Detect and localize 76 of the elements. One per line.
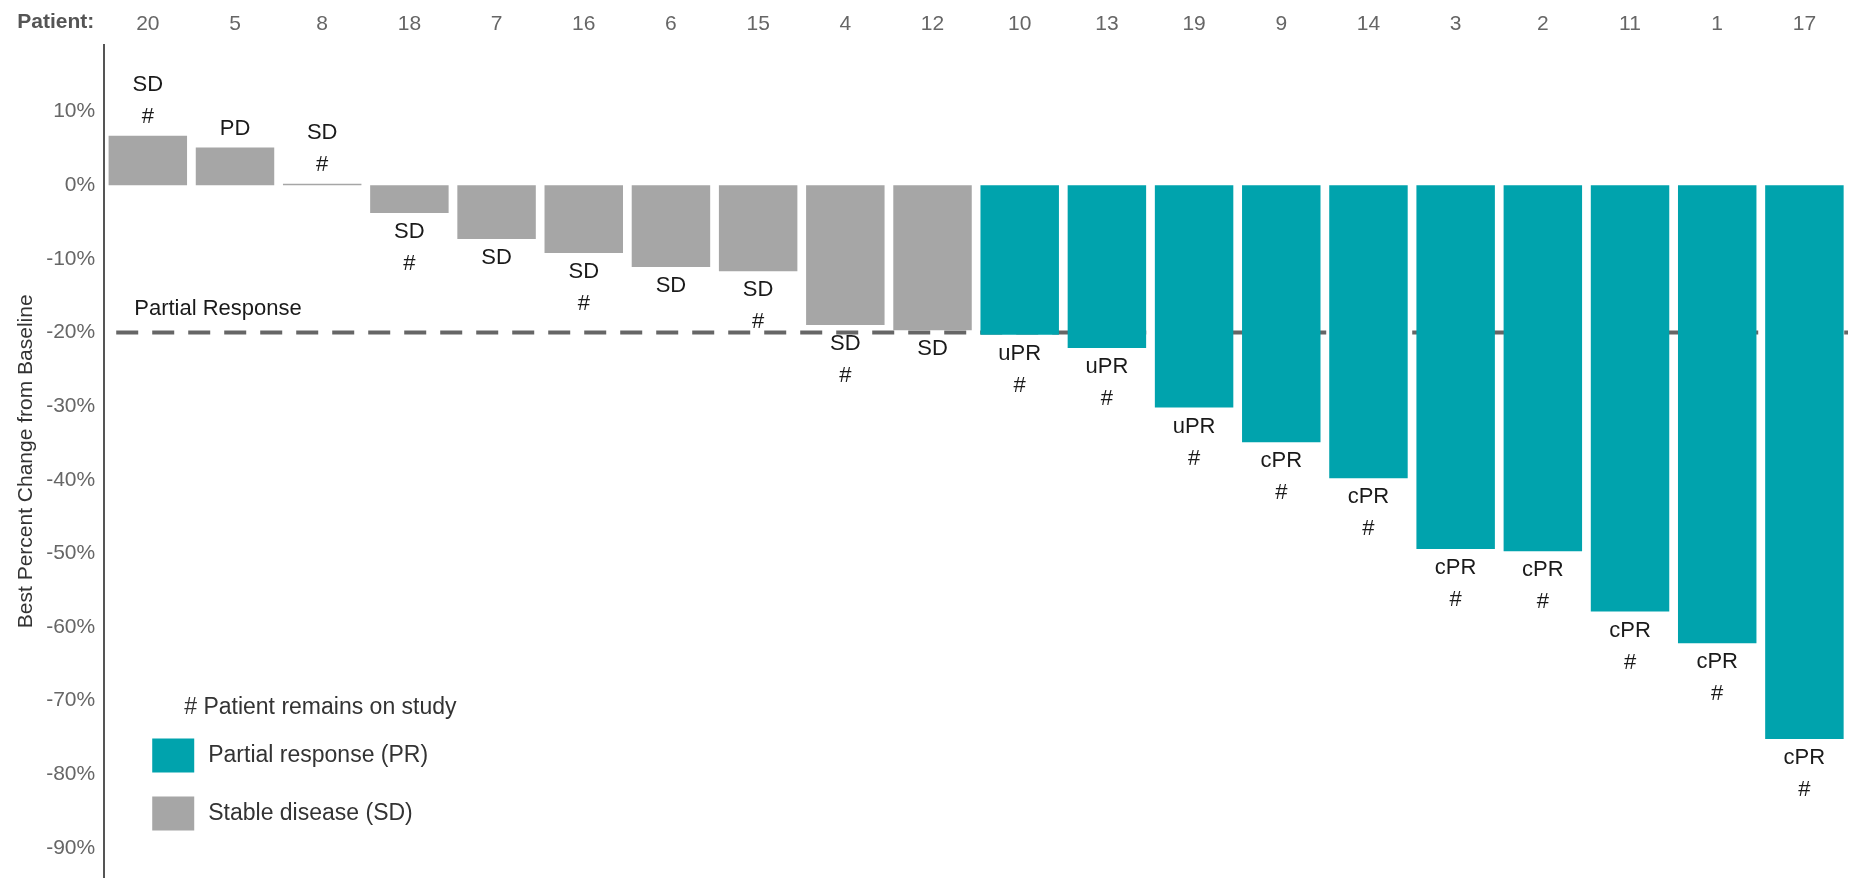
x-tick-label: 7 (490, 11, 503, 35)
data-label: SD (481, 243, 512, 269)
data-label: cPR # (1696, 648, 1738, 706)
x-tick-label: 15 (746, 11, 770, 35)
x-tick-label: 20 (136, 11, 160, 35)
x-tick-label: 2 (1537, 11, 1549, 35)
x-tick-label: 19 (1182, 11, 1206, 35)
bar (108, 135, 188, 186)
x-tick-label: 12 (920, 11, 945, 35)
y-tick-label: -60% (46, 613, 96, 637)
legend-title: # Patient remains on study (184, 692, 458, 719)
y-tick-label: -30% (46, 392, 96, 416)
y-tick-label: -90% (46, 834, 96, 858)
bar (1590, 185, 1670, 612)
bar (1242, 185, 1321, 443)
data-label: uPR # (998, 339, 1042, 397)
data-label: SD (655, 271, 687, 297)
legend-label: Stable disease (SD) (208, 798, 413, 825)
y-tick-label: 10% (53, 98, 96, 122)
data-label: cPR # (1434, 554, 1477, 611)
data-label: SD # (830, 330, 861, 388)
bar (1503, 185, 1583, 552)
y-tick-label: 0% (64, 171, 96, 195)
bar (631, 185, 711, 267)
y-tick-label: -50% (46, 540, 96, 564)
bar (1067, 185, 1147, 348)
x-tick-label: 3 (1449, 11, 1462, 35)
data-label: cPR # (1522, 556, 1564, 614)
bar (1154, 185, 1234, 408)
ref-line-label: Partial Response (134, 295, 302, 321)
x-tick-label: 5 (229, 11, 241, 35)
bar (1329, 185, 1408, 479)
x-tick-label: 11 (1619, 11, 1641, 35)
data-label: SD # (132, 70, 164, 128)
x-tick-label: 9 (1275, 11, 1288, 35)
x-tick-label: 13 (1095, 11, 1119, 35)
bar (806, 185, 885, 326)
y-tick-label: -70% (46, 687, 96, 711)
bar (718, 185, 798, 272)
x-tick-label: 4 (839, 11, 852, 35)
x-tick-label: 14 (1356, 11, 1381, 35)
bar (1765, 185, 1844, 739)
x-tick-label: 8 (316, 11, 329, 35)
data-label: PD (219, 114, 251, 140)
y-axis-title: Best Percent Change from Baseline (13, 294, 37, 629)
data-label: uPR # (1172, 412, 1216, 470)
bar (370, 185, 449, 214)
data-label: cPR # (1260, 447, 1303, 505)
y-tick-label: -20% (46, 319, 96, 343)
data-label: SD (917, 335, 948, 361)
x-tick-label: 16 (572, 11, 596, 35)
bar (1416, 185, 1495, 549)
data-label: uPR # (1085, 352, 1129, 410)
x-axis-title: Patient: (17, 8, 95, 32)
x-tick-label: 10 (1008, 11, 1032, 35)
bar (544, 185, 623, 253)
data-label: cPR # (1609, 616, 1651, 674)
x-tick-label: 17 (1792, 11, 1817, 35)
legend-label: Partial response (PR) (208, 740, 429, 767)
x-tick-label: 18 (397, 11, 422, 35)
bar (1677, 185, 1757, 644)
x-tick-label: 6 (665, 11, 677, 35)
bar (195, 147, 275, 186)
data-label: cPR # (1783, 744, 1826, 802)
data-label: cPR # (1347, 483, 1390, 541)
data-label: SD # (306, 118, 338, 176)
bar (980, 185, 1059, 335)
data-label: SD # (742, 276, 774, 334)
y-tick-label: -80% (46, 761, 96, 785)
data-label: SD # (394, 218, 425, 276)
x-tick-label: 1 (1711, 11, 1724, 35)
bar (457, 185, 536, 239)
data-label: SD # (568, 257, 600, 315)
y-tick-label: -40% (46, 466, 96, 490)
bar (893, 185, 972, 331)
y-tick-label: -10% (46, 245, 96, 269)
